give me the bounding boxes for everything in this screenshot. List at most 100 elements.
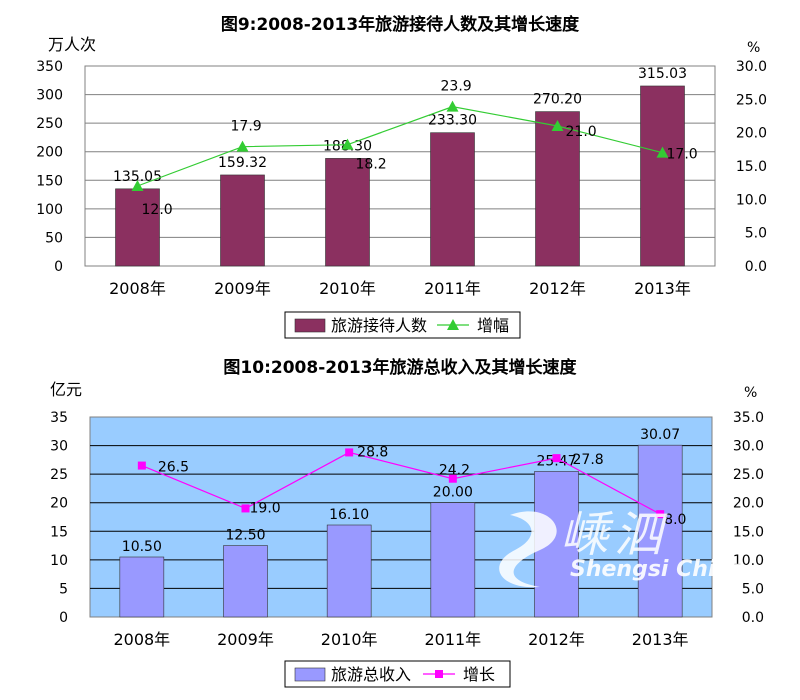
- line-point: [241, 504, 250, 513]
- x-tick-label: 2011年: [424, 630, 481, 649]
- x-tick-label: 2008年: [113, 630, 170, 649]
- bar-旅游总收入: [534, 471, 579, 618]
- chart-title: 图10:2008-2013年旅游总收入及其增长速度: [223, 357, 577, 378]
- bar-value-label: 159.32: [218, 155, 267, 171]
- bar-value-label: 30.07: [640, 427, 680, 443]
- y-right-tick-label: 5.0: [742, 581, 764, 597]
- line-point: [137, 461, 146, 470]
- y-right-tick-label: 25.0: [736, 92, 767, 108]
- y-left-tick-label: 10: [50, 553, 68, 569]
- line-value-label: 8.0: [664, 512, 686, 528]
- y-right-tick-label: 10.0: [733, 553, 764, 569]
- y-right-tick-label: 0.0: [742, 610, 764, 626]
- line-value-label: 17.9: [231, 119, 262, 135]
- y-right-tick-label: 0.0: [745, 259, 767, 275]
- line-value-label: 21.0: [566, 124, 597, 140]
- y-left-axis-label: 万人次: [48, 35, 96, 54]
- bar-旅游接待人数: [430, 132, 475, 267]
- bar-旅游接待人数: [115, 188, 160, 267]
- bar-value-label: 12.50: [225, 528, 265, 544]
- legend-line-marker: [435, 670, 443, 678]
- y-right-tick-label: 5.0: [745, 226, 767, 242]
- line-point: [345, 448, 354, 457]
- y-right-tick-label: 20.0: [733, 496, 764, 512]
- y-right-tick-label: 35.0: [733, 410, 764, 426]
- y-left-tick-label: 300: [36, 88, 63, 104]
- x-tick-label: 2010年: [321, 630, 378, 649]
- y-left-tick-label: 15: [50, 524, 68, 540]
- plot-area: [89, 416, 713, 618]
- line-point: [236, 140, 249, 152]
- bar-value-label: 10.50: [122, 539, 162, 555]
- y-left-tick-label: 0: [54, 259, 63, 275]
- legend-line-label: 增幅: [477, 316, 509, 335]
- bar-value-label: 20.00: [433, 485, 473, 501]
- legend-bar-swatch: [294, 318, 326, 333]
- x-tick-label: 2013年: [632, 630, 689, 649]
- bar-旅游总收入: [430, 502, 476, 618]
- line-value-label: 28.8: [357, 444, 388, 460]
- legend-bar-label: 旅游总收入: [331, 665, 411, 684]
- bar-value-label: 315.03: [638, 66, 687, 82]
- bar-旅游总收入: [119, 556, 165, 618]
- bar-value-label: 233.30: [428, 113, 477, 129]
- y-right-axis-label: %: [744, 385, 757, 401]
- y-left-tick-label: 30: [50, 439, 68, 455]
- line-point: [131, 180, 144, 191]
- y-right-axis-label: %: [747, 40, 760, 56]
- y-right-tick-label: 15.0: [733, 524, 764, 540]
- y-right-tick-label: 30.0: [733, 439, 764, 455]
- line-series: [137, 106, 663, 187]
- y-left-tick-label: 5: [59, 581, 68, 597]
- y-left-tick-label: 250: [36, 116, 63, 132]
- bar-旅游接待人数: [535, 111, 580, 267]
- legend-bar-label: 旅游接待人数: [331, 316, 427, 335]
- y-left-tick-label: 350: [36, 59, 63, 75]
- line-point: [656, 510, 665, 519]
- bar-旅游接待人数: [220, 174, 265, 267]
- line-value-label: 18.2: [356, 157, 387, 173]
- chart-2: 图10:2008-2013年旅游总收入及其增长速度 0 5 10 15 20 25 30 35 0…: [50, 357, 764, 688]
- line-series: [141, 451, 661, 515]
- chart-1: 图9:2008-2013年旅游接待人数及其增长速度 0 50 100 150 200 250…: [36, 14, 767, 339]
- y-left-tick-label: 0: [59, 610, 68, 626]
- x-tick-label: 2012年: [529, 279, 586, 298]
- y-left-tick-label: 50: [45, 230, 63, 246]
- x-tick-label: 2009年: [214, 279, 271, 298]
- bar-value-label: 16.10: [329, 507, 369, 523]
- y-left-tick-label: 150: [36, 173, 63, 189]
- plot-area: [84, 65, 716, 267]
- x-tick-label: 2012年: [528, 630, 585, 649]
- y-right-tick-label: 30.0: [736, 59, 767, 75]
- legend-bar-swatch: [294, 667, 326, 682]
- bar-旅游总收入: [637, 444, 683, 618]
- line-value-label: 19.0: [250, 500, 281, 516]
- line-point: [446, 100, 459, 112]
- line-value-label: 24.2: [439, 463, 470, 479]
- line-point: [341, 138, 354, 150]
- y-left-tick-label: 100: [36, 202, 63, 218]
- y-left-tick-label: 20: [50, 496, 68, 512]
- x-tick-label: 2008年: [109, 279, 166, 298]
- y-right-tick-label: 15.0: [736, 159, 767, 175]
- y-left-tick-label: 200: [36, 145, 63, 161]
- line-value-label: 12.0: [142, 202, 173, 218]
- y-left-axis-label: 亿元: [50, 380, 82, 399]
- x-tick-label: 2009年: [217, 630, 274, 649]
- line-point: [552, 454, 561, 463]
- y-left-tick-label: 25: [50, 467, 68, 483]
- legend-line-label: 增长: [463, 665, 495, 684]
- line-point: [448, 474, 457, 483]
- bar-value-label: 270.20: [533, 92, 582, 108]
- legend: 旅游接待人数 增幅: [284, 311, 521, 339]
- line-value-label: 26.5: [158, 460, 189, 476]
- bar-旅游接待人数: [640, 85, 685, 267]
- line-value-label: 27.8: [573, 452, 604, 468]
- bar-旅游接待人数: [325, 158, 370, 267]
- line-value-label: 23.9: [441, 79, 472, 95]
- y-right-tick-label: 20.0: [736, 126, 767, 142]
- x-tick-label: 2013年: [634, 279, 691, 298]
- chart-title: 图9:2008-2013年旅游接待人数及其增长速度: [221, 14, 580, 35]
- x-tick-label: 2011年: [424, 279, 481, 298]
- x-tick-label: 2010年: [319, 279, 376, 298]
